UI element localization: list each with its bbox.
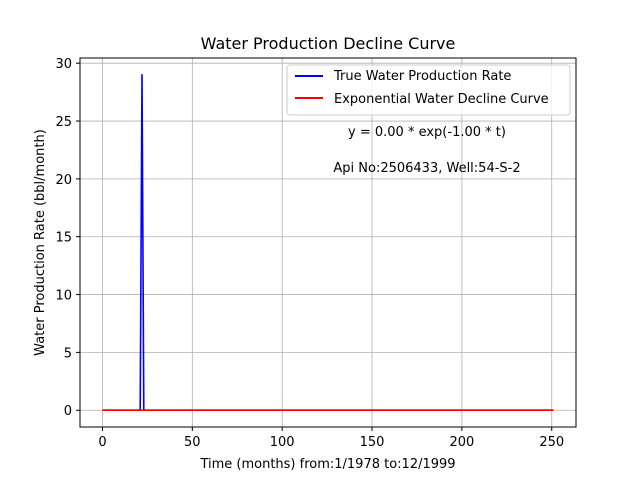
- y-tick-label: 0: [64, 404, 72, 419]
- axis-ticks: 0 50 100 150 200 250 0 5 10 15 20 25 30: [55, 57, 564, 450]
- equation-annotation: y = 0.00 * exp(-1.00 * t): [348, 125, 506, 140]
- y-axis-label: Water Production Rate (bbl/month): [33, 129, 48, 356]
- legend-label-true-rate: True Water Production Rate: [333, 69, 511, 84]
- legend-box: [286, 64, 571, 116]
- y-tick-label: 15: [55, 231, 72, 246]
- x-tick-label: 0: [98, 435, 106, 450]
- x-tick-label: 150: [360, 435, 385, 450]
- y-tick-label: 30: [55, 57, 72, 72]
- y-tick-label: 25: [55, 115, 72, 130]
- x-tick-label: 200: [449, 435, 474, 450]
- legend: True Water Production Rate Exponential W…: [286, 64, 571, 116]
- x-axis-label: Time (months) from:1/1978 to:12/1999: [199, 457, 455, 472]
- y-tick-label: 20: [55, 173, 72, 188]
- x-tick-label: 50: [184, 435, 201, 450]
- legend-label-exponential-curve: Exponential Water Decline Curve: [334, 92, 549, 107]
- x-tick-label: 250: [539, 435, 564, 450]
- y-tick-label: 5: [64, 346, 72, 361]
- chart-title: Water Production Decline Curve: [201, 34, 456, 53]
- grid: [80, 58, 576, 427]
- y-tick-label: 10: [55, 289, 72, 304]
- series-lines: [102, 73, 554, 412]
- well-annotation: Api No:2506433, Well:54-S-2: [333, 161, 520, 176]
- x-tick-label: 100: [270, 435, 295, 450]
- plot-frame: [79, 57, 577, 428]
